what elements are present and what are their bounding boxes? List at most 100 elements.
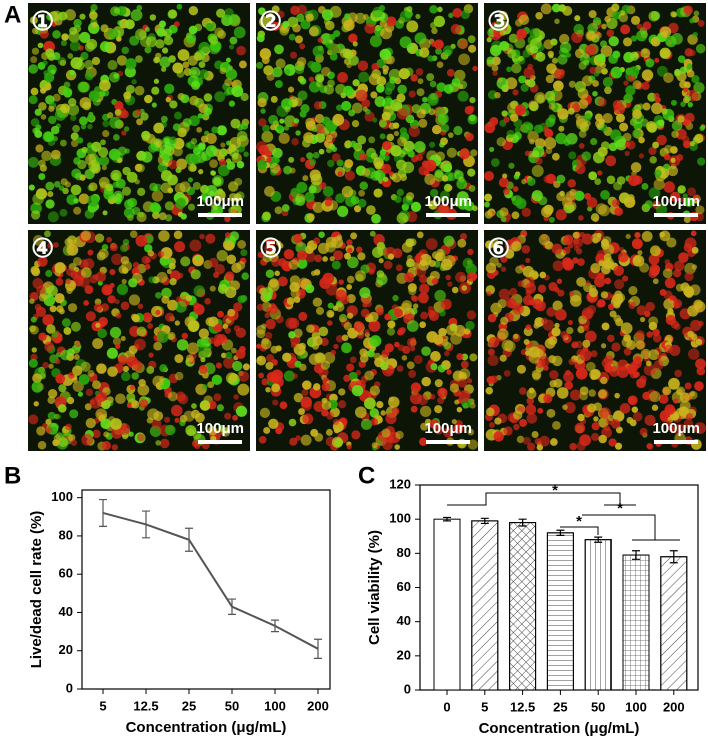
cell bbox=[631, 162, 642, 173]
cell bbox=[568, 108, 575, 115]
cell bbox=[121, 336, 126, 341]
cell bbox=[574, 15, 580, 21]
cell bbox=[193, 285, 205, 297]
cell bbox=[377, 76, 387, 86]
cell bbox=[87, 370, 94, 377]
cell bbox=[398, 344, 405, 351]
cell bbox=[381, 350, 389, 358]
cell bbox=[554, 69, 564, 79]
cell bbox=[340, 93, 346, 99]
cell bbox=[260, 108, 265, 113]
cell bbox=[29, 298, 34, 303]
cell bbox=[284, 249, 294, 259]
cell bbox=[580, 53, 591, 64]
cell bbox=[308, 61, 316, 69]
cell bbox=[100, 418, 111, 429]
cell bbox=[618, 13, 628, 23]
cell bbox=[38, 333, 46, 341]
cell bbox=[191, 138, 197, 144]
cell bbox=[338, 279, 343, 284]
cell bbox=[379, 154, 386, 161]
cell bbox=[189, 240, 201, 252]
cell bbox=[372, 442, 378, 448]
y-tick-label: 100 bbox=[389, 511, 411, 526]
cell bbox=[685, 95, 692, 102]
cell bbox=[257, 160, 267, 170]
cell bbox=[135, 86, 145, 96]
cell bbox=[693, 32, 698, 37]
cell bbox=[152, 190, 163, 201]
cell bbox=[277, 125, 282, 130]
cell bbox=[382, 440, 393, 451]
cell bbox=[310, 429, 318, 437]
cell bbox=[159, 20, 166, 27]
cell bbox=[449, 82, 459, 92]
cell bbox=[604, 16, 610, 22]
cell bbox=[591, 433, 599, 441]
cell bbox=[514, 174, 520, 180]
cell bbox=[407, 361, 415, 369]
cell bbox=[226, 69, 237, 80]
cell bbox=[470, 149, 477, 156]
cell bbox=[539, 436, 550, 447]
cell bbox=[83, 300, 89, 306]
cell bbox=[437, 82, 447, 92]
cell bbox=[519, 387, 527, 395]
cell bbox=[72, 125, 80, 133]
cell bbox=[158, 230, 169, 241]
cell bbox=[490, 117, 499, 126]
cell bbox=[438, 328, 447, 337]
cell bbox=[206, 23, 214, 31]
cell bbox=[363, 107, 368, 112]
cell bbox=[194, 98, 204, 108]
cell bbox=[532, 372, 540, 380]
cell bbox=[38, 43, 44, 49]
cell bbox=[198, 113, 204, 119]
cell bbox=[447, 148, 457, 158]
cell bbox=[499, 207, 508, 216]
cell bbox=[689, 391, 698, 400]
cell bbox=[189, 67, 200, 78]
cell bbox=[61, 40, 67, 46]
cell bbox=[429, 5, 437, 13]
cell bbox=[525, 404, 536, 415]
cell bbox=[43, 60, 48, 65]
cell bbox=[696, 339, 703, 346]
cell bbox=[608, 438, 616, 446]
cell bbox=[87, 114, 94, 121]
cell bbox=[552, 421, 561, 430]
cell bbox=[322, 383, 331, 392]
cell bbox=[443, 236, 454, 247]
cell bbox=[322, 273, 334, 285]
cell bbox=[110, 243, 118, 251]
cell bbox=[489, 147, 494, 152]
cell bbox=[275, 206, 283, 214]
cell bbox=[628, 174, 640, 186]
cell bbox=[168, 160, 178, 170]
cell bbox=[122, 279, 127, 284]
cell bbox=[461, 10, 470, 19]
cell bbox=[42, 362, 48, 368]
cell bbox=[47, 285, 58, 296]
cell bbox=[370, 231, 376, 237]
cell bbox=[174, 112, 182, 120]
cell bbox=[191, 81, 200, 90]
cell bbox=[447, 281, 452, 286]
cell bbox=[617, 360, 628, 371]
cell bbox=[280, 401, 288, 409]
cell bbox=[28, 157, 39, 168]
cell bbox=[688, 348, 699, 359]
cell bbox=[628, 286, 637, 295]
cell bbox=[587, 197, 598, 208]
cell bbox=[511, 241, 521, 251]
cell bbox=[419, 284, 429, 294]
cell bbox=[229, 148, 239, 158]
cell bbox=[198, 346, 210, 358]
cell bbox=[40, 165, 47, 172]
cell bbox=[454, 325, 466, 337]
cell bbox=[641, 349, 651, 359]
cell bbox=[55, 374, 65, 384]
cell bbox=[357, 252, 365, 260]
cell bbox=[570, 389, 581, 400]
cell bbox=[549, 370, 558, 379]
